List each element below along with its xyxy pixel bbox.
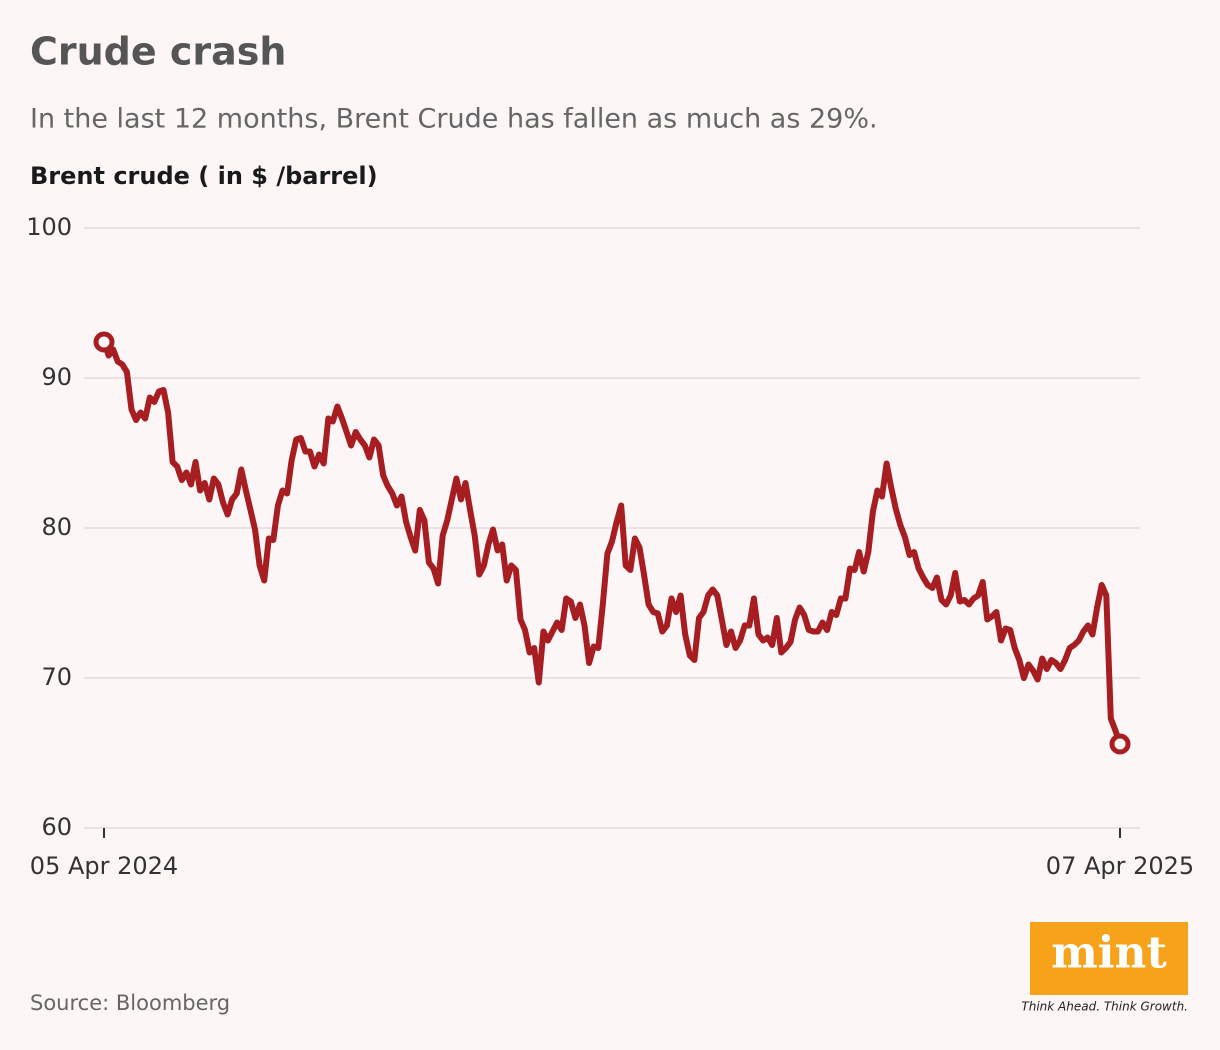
end-marker <box>1109 733 1131 755</box>
y-tick-label: 90 <box>41 363 72 391</box>
x-tick-label: 07 Apr 2025 <box>1046 852 1194 880</box>
logo-name: mint <box>1051 928 1167 979</box>
end-marker <box>93 331 115 353</box>
price-line <box>101 339 1123 747</box>
y-tick-label: 60 <box>41 813 72 841</box>
chart-title: Crude crash <box>30 30 286 74</box>
y-axis-label: Brent crude ( in $ /barrel) <box>30 162 378 190</box>
logo-tagline: Think Ahead. Think Growth. <box>1021 1000 1188 1014</box>
logo-box <box>1030 922 1188 995</box>
source: Source: Bloomberg <box>30 991 230 1015</box>
y-tick-label: 70 <box>41 663 72 691</box>
y-tick-label: 100 <box>26 213 72 241</box>
x-tick-label: 05 Apr 2024 <box>30 852 178 880</box>
y-tick-label: 80 <box>41 513 72 541</box>
chart-subtitle: In the last 12 months, Brent Crude has f… <box>30 104 878 135</box>
